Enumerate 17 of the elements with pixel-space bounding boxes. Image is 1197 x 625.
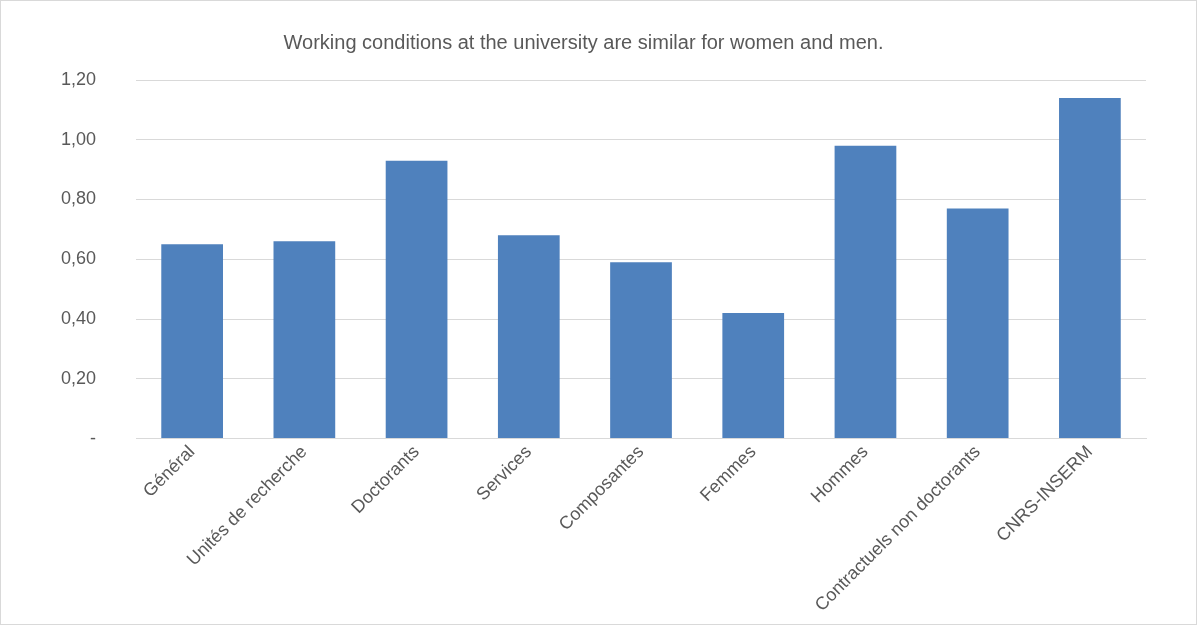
y-tick-label: 0,20 xyxy=(60,367,97,388)
bar xyxy=(946,208,1009,439)
y-tick-label: - xyxy=(90,427,97,448)
bar xyxy=(273,241,336,439)
y-tick-label: 1,20 xyxy=(60,68,97,89)
chart-title: Working conditions at the university are similar for women and men. xyxy=(283,30,884,53)
bar xyxy=(1059,97,1121,439)
y-tick-label: 1,00 xyxy=(60,128,97,149)
y-tick-label: 0,40 xyxy=(60,307,97,328)
bar xyxy=(722,313,785,439)
bar xyxy=(834,145,897,439)
y-tick-label: 0,60 xyxy=(60,248,97,269)
bar xyxy=(497,235,560,439)
bar xyxy=(161,244,223,439)
bar xyxy=(385,160,448,439)
y-tick-label: 0,80 xyxy=(60,188,97,209)
bar xyxy=(610,262,672,439)
